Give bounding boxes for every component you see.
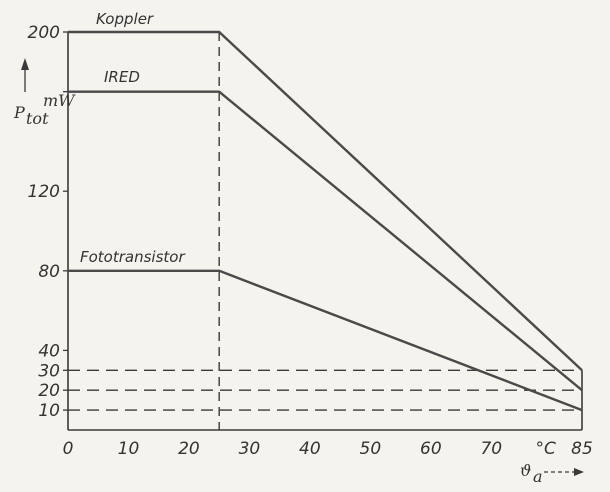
- series-label-koppler: Koppler: [96, 10, 154, 28]
- series-label-ired: IRED: [104, 68, 140, 86]
- y-tick-label: 10: [38, 401, 60, 421]
- series-labels: Koppler IRED Fototransistor: [80, 10, 185, 266]
- y-tick-label: 30: [38, 361, 60, 381]
- x-tick-label: 0: [63, 439, 74, 459]
- series-line-fototransistor: [68, 269, 583, 412]
- axes: [63, 31, 583, 431]
- y-tick-label: 40: [38, 341, 60, 361]
- x-tick-label: 85: [571, 439, 593, 459]
- y-tick-label: 20: [38, 381, 60, 401]
- x-tick-label: 30: [239, 439, 261, 459]
- series-lines: [68, 30, 583, 412]
- x-tick-label: 10: [118, 439, 140, 459]
- x-axis-label-subscript: a: [533, 467, 543, 486]
- x-axis-label: ϑ: [520, 461, 531, 480]
- x-tick-label: 20: [178, 439, 200, 459]
- y-tick-label: 80: [38, 262, 60, 282]
- series-line-ired: [68, 90, 583, 392]
- series-label-fototransistor: Fototransistor: [80, 248, 185, 266]
- x-tick-label: °C: [536, 439, 557, 459]
- series-line-koppler: [68, 30, 583, 372]
- y-axis-unit: mW: [43, 91, 76, 110]
- x-tick-label: 50: [360, 439, 382, 459]
- y-axis-label-subscript: tot: [26, 109, 49, 128]
- reference-lines: [68, 32, 582, 430]
- x-tick-label: 60: [420, 439, 442, 459]
- y-axis-label: P: [13, 103, 25, 122]
- x-tick-label: 70: [480, 439, 502, 459]
- y-tick-label: 120: [28, 182, 60, 202]
- y-tick-label: 200: [28, 23, 60, 43]
- x-axis-arrow-head: [574, 468, 584, 476]
- x-tick-label: 40: [299, 439, 321, 459]
- y-axis-arrow-head: [21, 58, 29, 70]
